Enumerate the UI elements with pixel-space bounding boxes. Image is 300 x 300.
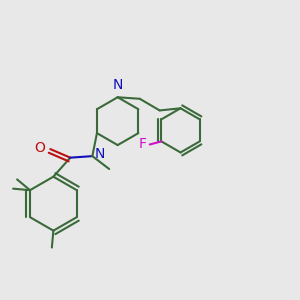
Text: N: N	[112, 78, 123, 92]
Text: O: O	[34, 140, 45, 154]
Text: N: N	[95, 147, 105, 161]
Text: F: F	[139, 137, 147, 152]
